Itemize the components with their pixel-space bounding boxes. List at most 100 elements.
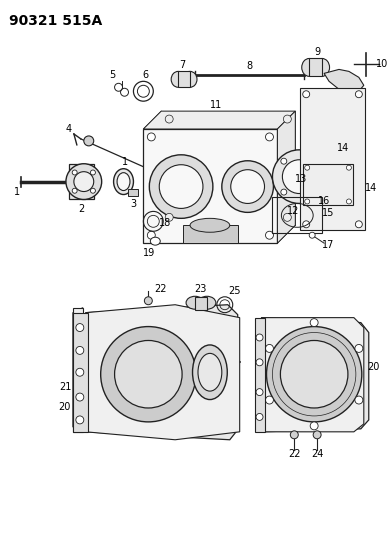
- Circle shape: [309, 232, 315, 238]
- Text: 19: 19: [143, 248, 156, 258]
- Circle shape: [356, 91, 362, 98]
- Circle shape: [256, 389, 263, 395]
- Polygon shape: [278, 111, 295, 243]
- Text: 20: 20: [58, 402, 70, 412]
- Circle shape: [326, 159, 332, 165]
- Text: 7: 7: [179, 60, 185, 70]
- Circle shape: [222, 161, 274, 212]
- Text: 2: 2: [79, 205, 85, 214]
- Polygon shape: [143, 111, 295, 129]
- Circle shape: [312, 158, 318, 164]
- Text: 23: 23: [194, 284, 206, 294]
- Circle shape: [231, 169, 265, 204]
- Circle shape: [74, 172, 94, 191]
- Circle shape: [91, 170, 95, 175]
- Circle shape: [256, 414, 263, 421]
- Text: 6: 6: [142, 70, 149, 80]
- Ellipse shape: [183, 71, 197, 87]
- Circle shape: [272, 150, 326, 204]
- Polygon shape: [69, 164, 94, 199]
- Circle shape: [281, 158, 287, 164]
- Circle shape: [283, 115, 291, 123]
- Polygon shape: [143, 129, 278, 243]
- Circle shape: [256, 359, 263, 366]
- Circle shape: [114, 341, 182, 408]
- Circle shape: [265, 396, 273, 404]
- Text: 10: 10: [376, 60, 388, 69]
- Ellipse shape: [315, 59, 330, 76]
- Circle shape: [303, 221, 310, 228]
- Polygon shape: [300, 88, 365, 230]
- Circle shape: [165, 213, 173, 221]
- Circle shape: [165, 115, 173, 123]
- Circle shape: [312, 189, 318, 195]
- Circle shape: [265, 231, 274, 239]
- Ellipse shape: [186, 296, 204, 309]
- Circle shape: [76, 346, 84, 354]
- Ellipse shape: [198, 296, 216, 309]
- Polygon shape: [86, 305, 238, 440]
- Bar: [195, 297, 207, 310]
- Ellipse shape: [117, 173, 130, 190]
- Circle shape: [159, 165, 203, 208]
- Circle shape: [310, 319, 318, 327]
- Bar: [309, 59, 322, 76]
- Circle shape: [356, 221, 362, 228]
- Bar: [303, 164, 353, 205]
- Polygon shape: [161, 111, 295, 225]
- Circle shape: [282, 160, 316, 193]
- Circle shape: [101, 327, 196, 422]
- Polygon shape: [73, 313, 88, 432]
- Text: 16: 16: [318, 197, 330, 206]
- Text: 25: 25: [229, 286, 241, 296]
- Text: 12: 12: [287, 206, 299, 216]
- Text: 24: 24: [311, 449, 323, 459]
- Circle shape: [76, 368, 84, 376]
- Circle shape: [281, 189, 287, 195]
- Circle shape: [76, 393, 84, 401]
- Text: 3: 3: [131, 199, 136, 209]
- Text: 18: 18: [159, 219, 171, 228]
- Polygon shape: [254, 318, 265, 432]
- Circle shape: [147, 231, 155, 239]
- Text: 22: 22: [288, 449, 301, 459]
- Text: 1: 1: [14, 187, 20, 197]
- Polygon shape: [324, 69, 364, 93]
- Circle shape: [91, 188, 95, 193]
- Circle shape: [355, 344, 363, 352]
- Polygon shape: [261, 318, 364, 432]
- Ellipse shape: [192, 345, 227, 400]
- Circle shape: [305, 165, 310, 170]
- Text: 1: 1: [122, 157, 129, 167]
- Text: 5: 5: [109, 70, 116, 80]
- Circle shape: [256, 334, 263, 341]
- Text: 9: 9: [314, 46, 320, 56]
- Text: 4: 4: [66, 124, 72, 134]
- Circle shape: [265, 344, 273, 352]
- Circle shape: [144, 297, 152, 305]
- Circle shape: [265, 133, 274, 141]
- Text: 14: 14: [365, 183, 377, 192]
- Circle shape: [66, 164, 102, 199]
- Circle shape: [84, 136, 94, 146]
- Circle shape: [347, 199, 351, 204]
- Circle shape: [147, 133, 155, 141]
- Bar: [183, 225, 238, 243]
- Text: 90321 515A: 90321 515A: [9, 14, 103, 28]
- Circle shape: [347, 165, 351, 170]
- Text: 20: 20: [368, 362, 380, 372]
- Circle shape: [310, 422, 318, 430]
- Circle shape: [355, 396, 363, 404]
- Circle shape: [72, 170, 77, 175]
- Ellipse shape: [302, 59, 317, 76]
- Bar: [73, 308, 83, 432]
- Circle shape: [290, 431, 298, 439]
- Circle shape: [283, 213, 291, 221]
- Polygon shape: [86, 305, 240, 440]
- Polygon shape: [73, 308, 83, 432]
- Bar: [178, 71, 190, 87]
- Text: 17: 17: [322, 240, 334, 250]
- Text: 13: 13: [295, 174, 307, 184]
- Circle shape: [280, 341, 348, 408]
- Ellipse shape: [114, 169, 133, 195]
